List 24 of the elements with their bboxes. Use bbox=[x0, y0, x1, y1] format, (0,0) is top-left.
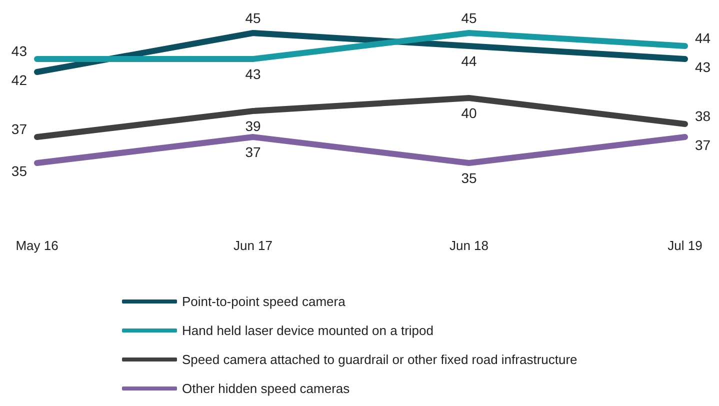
data-label: 44 bbox=[695, 30, 711, 46]
legend-label: Hand held laser device mounted on a tripod bbox=[182, 323, 434, 338]
data-label: 43 bbox=[11, 43, 28, 59]
legend-label: Speed camera attached to guardrail or other fixed road infrastructure bbox=[182, 352, 578, 367]
data-label: 45 bbox=[461, 10, 477, 26]
legend-label: Point-to-point speed camera bbox=[182, 294, 346, 309]
data-label: 35 bbox=[11, 163, 28, 179]
data-label: 44 bbox=[461, 53, 477, 69]
data-label: 40 bbox=[461, 105, 477, 121]
data-label: 42 bbox=[11, 72, 28, 88]
data-label: 35 bbox=[461, 170, 477, 186]
data-label: 37 bbox=[695, 137, 711, 153]
data-label: 43 bbox=[245, 66, 261, 82]
x-tick-label: Jun 17 bbox=[233, 238, 273, 253]
data-label: 45 bbox=[245, 10, 261, 26]
data-label: 37 bbox=[245, 144, 261, 160]
legend-label: Other hidden speed cameras bbox=[182, 381, 350, 396]
data-label: 37 bbox=[11, 121, 28, 137]
x-tick-label: May 16 bbox=[16, 238, 58, 253]
data-label: 39 bbox=[245, 118, 261, 134]
data-label: 43 bbox=[695, 59, 711, 75]
data-label: 38 bbox=[695, 108, 711, 124]
x-tick-label: Jul 19 bbox=[668, 238, 702, 253]
x-tick-label: Jun 18 bbox=[449, 238, 489, 253]
